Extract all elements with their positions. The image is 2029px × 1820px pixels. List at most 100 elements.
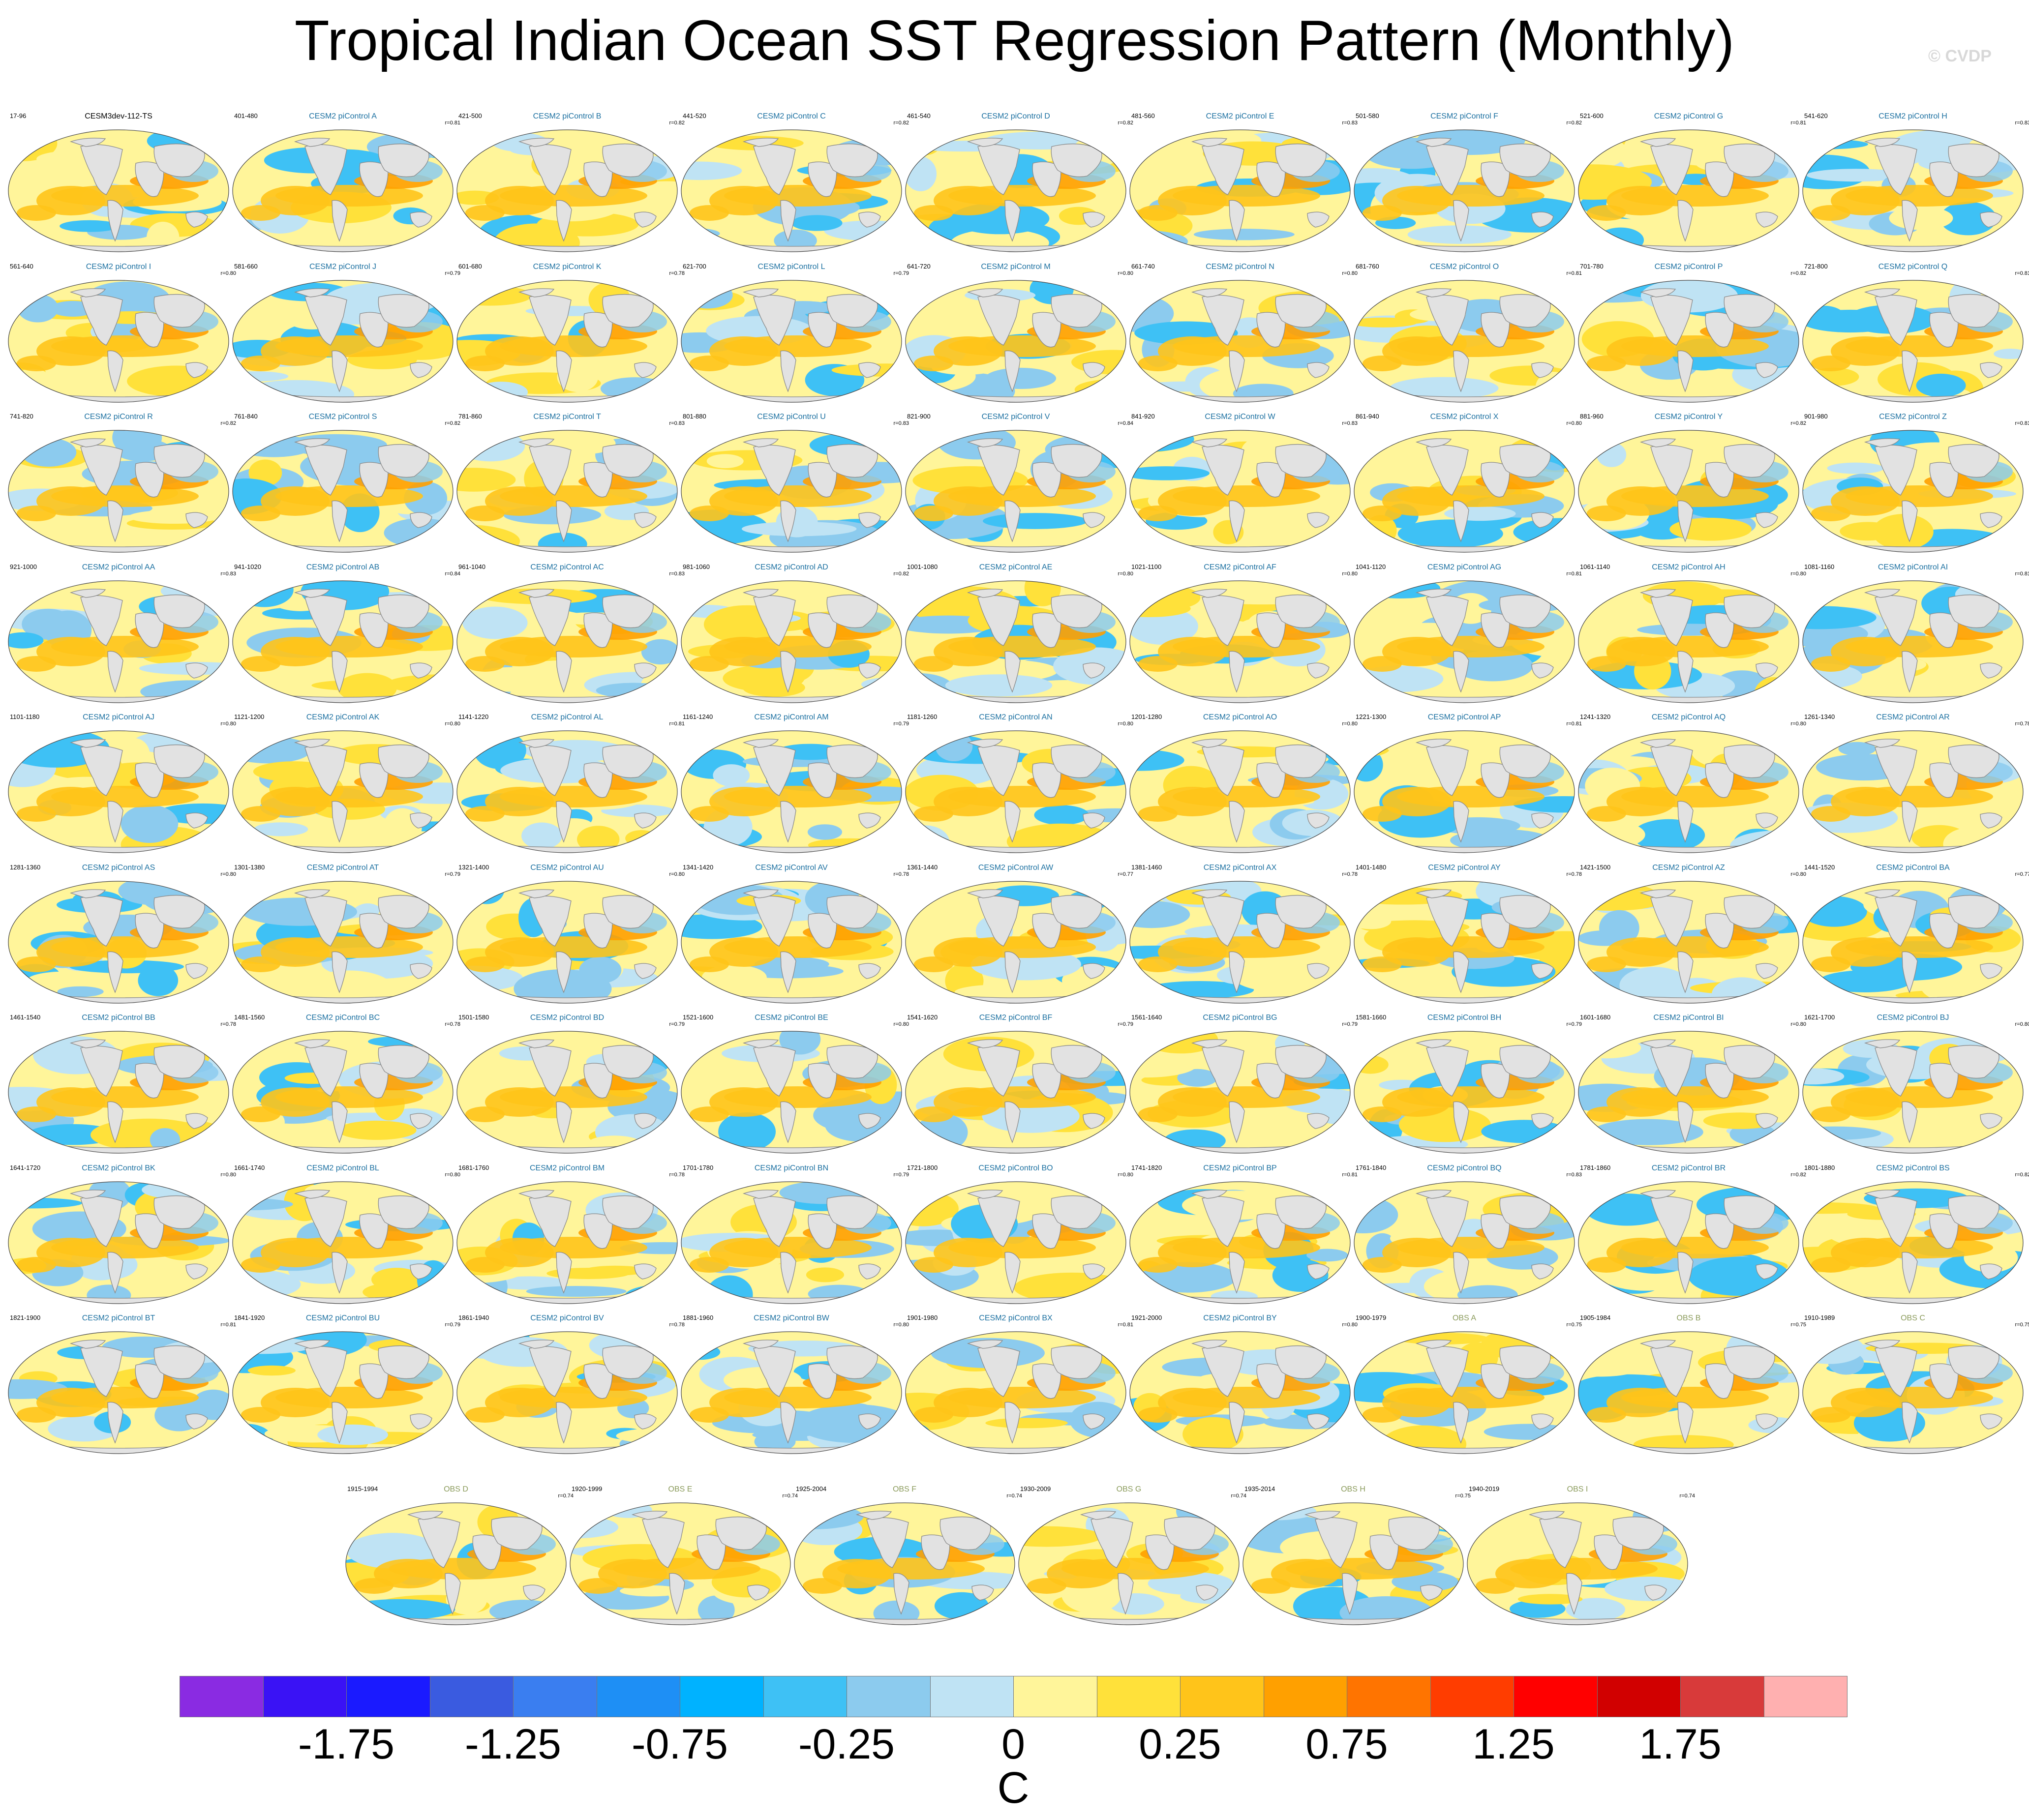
continent-landmass (1118, 1573, 1134, 1615)
continent-landmass (753, 1196, 796, 1247)
map-panel: 1910-1989 OBS C r=0.75 (1801, 1314, 2029, 1457)
continent-landmass (1191, 288, 1228, 298)
continent-landmass (780, 801, 796, 843)
sst-warm-anomaly (465, 205, 505, 221)
map-panel: 1001-1080 CESM2 piControl AE r=0.80 (904, 563, 1133, 706)
map-projection-outline (232, 880, 454, 1004)
continent-landmass (1705, 311, 1734, 347)
continent-landmass (977, 295, 1020, 346)
panel-period-label: 1081-1160 (1804, 563, 1835, 570)
continent-landmass (742, 739, 779, 748)
panel-pattern-correlation: r=0.75 (1455, 1493, 1471, 1499)
map-panel: 1421-1500 CESM2 piControl AZ r=0.80 (1577, 864, 1806, 1006)
continent-landmass (332, 1252, 348, 1294)
continent-landmass (1980, 361, 2002, 378)
continent-landmass (523, 1584, 545, 1601)
continent-landmass (634, 1113, 657, 1129)
panel-period-label: 1935-2014 (1244, 1485, 1275, 1492)
map-panel: 1781-1860 CESM2 piControl BR r=0.82 (1577, 1164, 1806, 1307)
panel-run-title: CESM2 piControl AQ (1651, 713, 1726, 721)
continent-landmass (294, 288, 331, 298)
map-projection-outline (1018, 1502, 1240, 1625)
panel-run-title: CESM2 piControl BV (530, 1314, 604, 1322)
colorbar-swatch (847, 1676, 931, 1717)
sst-anomaly-patch (1354, 665, 1444, 692)
continent-landmass (556, 1402, 572, 1444)
sst-anomaly-patch (494, 1127, 560, 1148)
map-panel: 1861-1940 CESM2 piControl BV r=0.78 (455, 1314, 685, 1457)
panel-period-label: 1201-1280 (1131, 713, 1162, 720)
continent-landmass (808, 311, 837, 347)
sst-regression-map (1578, 580, 1799, 703)
continent-landmass (378, 1195, 429, 1229)
map-panel: 421-500 CESM2 piControl B r=0.82 (455, 112, 685, 255)
panel-run-title: CESM2 piControl W (1205, 413, 1275, 421)
panel-run-title: CESM2 piControl X (1430, 413, 1499, 421)
continent-landmass (80, 445, 123, 496)
continent-landmass (410, 812, 432, 829)
sst-regression-map (905, 1181, 1126, 1304)
panel-pattern-correlation: r=0.74 (1679, 1493, 1696, 1499)
panel-pattern-correlation: r=0.80 (1790, 570, 1807, 577)
panel-pattern-correlation: r=0.82 (2015, 1171, 2029, 1178)
continent-landmass (294, 889, 331, 898)
continent-landmass (1980, 962, 2002, 979)
continent-landmass (742, 288, 779, 298)
continent-landmass (410, 962, 432, 979)
continent-landmass (1677, 651, 1694, 693)
sst-warm-anomaly (934, 186, 1002, 215)
panel-pattern-correlation: r=0.79 (893, 1171, 909, 1178)
continent-landmass (780, 500, 796, 542)
sst-anomaly-patch (254, 822, 308, 836)
continent-landmass (332, 350, 348, 392)
sst-regression-map (232, 129, 454, 252)
panel-pattern-correlation: r=0.74 (1006, 1493, 1023, 1499)
panel-run-title: CESM2 piControl BF (979, 1014, 1053, 1022)
sst-warm-anomaly (914, 956, 953, 972)
panel-run-title: CESM2 piControl AB (306, 563, 380, 571)
sst-warm-anomaly (1587, 956, 1626, 972)
panel-run-title: CESM2 piControl I (86, 262, 151, 271)
sst-anomaly-patch (521, 822, 562, 849)
sst-warm-anomaly (1363, 205, 1402, 221)
sst-regression-map (905, 430, 1126, 553)
panel-pattern-correlation: r=0.74 (1231, 1493, 1247, 1499)
panel-run-title: CESM2 piControl G (1654, 112, 1724, 120)
sst-warm-anomaly (709, 1237, 778, 1267)
panel-period-label: 1861-1940 (458, 1314, 489, 1321)
map-projection-outline (1354, 580, 1575, 703)
panel-period-label: 1940-2019 (1469, 1485, 1500, 1492)
continent-landmass (153, 143, 205, 178)
sst-warm-anomaly (1476, 1578, 1515, 1594)
panel-pattern-correlation: r=0.83 (669, 420, 685, 426)
continent-landmass (1229, 951, 1245, 993)
sst-warm-anomaly (241, 506, 280, 521)
continent-landmass (742, 588, 779, 598)
map-projection-outline (8, 1181, 229, 1304)
map-panel: 621-700 CESM2 piControl L r=0.79 (680, 263, 909, 405)
sst-anomaly-patch (346, 1599, 455, 1620)
sst-warm-anomaly (914, 1256, 953, 1273)
continent-landmass (1639, 138, 1676, 147)
sst-warm-anomaly (36, 1388, 105, 1417)
colorbar-swatch (1680, 1676, 1764, 1717)
continent-landmass (780, 1252, 796, 1294)
map-projection-outline (681, 430, 902, 553)
continent-landmass (1650, 895, 1693, 947)
colorbar-tick-label: 0 (1001, 1721, 1025, 1768)
map-projection-outline (1354, 1181, 1575, 1304)
continent-landmass (858, 1413, 881, 1430)
panel-run-title: CESM2 piControl H (1878, 112, 1947, 120)
panel-run-title: CESM2 piControl P (1654, 262, 1723, 271)
panel-run-title: CESM2 piControl V (981, 413, 1050, 421)
map-projection-outline (456, 730, 678, 853)
continent-landmass (1980, 211, 2002, 228)
continent-landmass (1275, 1195, 1327, 1229)
panel-period-label: 1930-2009 (1020, 1485, 1051, 1492)
panel-pattern-correlation: r=0.75 (1566, 1322, 1582, 1328)
sst-regression-map (8, 1031, 229, 1154)
continent-landmass (977, 745, 1020, 796)
continent-landmass (410, 1413, 432, 1430)
map-projection-outline (1802, 1031, 2024, 1154)
sst-warm-anomaly (261, 636, 330, 666)
